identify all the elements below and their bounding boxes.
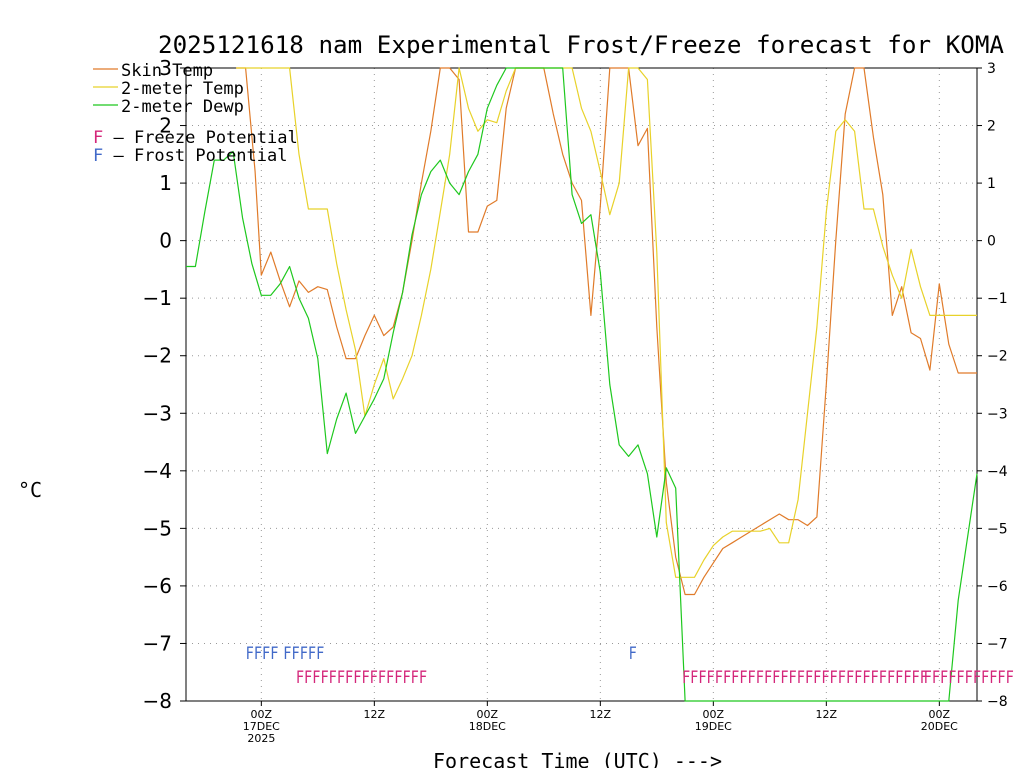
y-tick-label-right: 3 bbox=[987, 61, 996, 77]
y-tick-label-right: −5 bbox=[987, 521, 1008, 537]
y-axis-right: 3 2 1 0 −1 −2 −3 −4 −5 −6 −7 −8 bbox=[987, 61, 1008, 710]
series-2-meter-dewp bbox=[186, 67, 978, 702]
x-tick-label: 00Z bbox=[703, 708, 725, 721]
legend-label: 2-meter Temp bbox=[121, 79, 244, 99]
frost-marker: F bbox=[629, 644, 637, 664]
x-axis-label: Forecast Time (UTC) ---> bbox=[433, 749, 722, 768]
y-tick-label-left: −7 bbox=[143, 631, 172, 655]
axis-ticks bbox=[180, 67, 982, 706]
x-tick-label: 2025 bbox=[247, 732, 275, 745]
y-tick-label-right: 1 bbox=[987, 176, 996, 192]
y-tick-label-left: 2 bbox=[159, 114, 172, 138]
x-tick-label: 00Z bbox=[929, 708, 951, 721]
legend-potential-label: F – Freeze Potential bbox=[93, 128, 298, 148]
x-tick-label: 12Z bbox=[364, 708, 386, 721]
y-tick-label-left: −2 bbox=[143, 344, 172, 368]
y-tick-label-right: 2 bbox=[987, 119, 996, 135]
frost-marker: FFFFF bbox=[283, 644, 324, 664]
y-tick-label-left: 1 bbox=[159, 171, 172, 195]
y-tick-label-right: −4 bbox=[987, 464, 1008, 480]
series-lines bbox=[186, 67, 978, 702]
y-tick-label-right: −1 bbox=[987, 291, 1008, 307]
y-tick-label-right: 0 bbox=[987, 234, 996, 250]
y-axis-left: 3 2 1 0 −1 −2 −3 −4 −5 −6 −7 −8 bbox=[143, 56, 172, 713]
chart-title: 2025121618 nam Experimental Frost/Freeze… bbox=[158, 31, 1005, 59]
y-tick-label-right: −2 bbox=[987, 349, 1008, 365]
y-tick-label-right: −3 bbox=[987, 406, 1008, 422]
x-tick-label: 19DEC bbox=[695, 720, 732, 733]
y-tick-label-right: −7 bbox=[987, 636, 1008, 652]
y-tick-label-left: 3 bbox=[159, 56, 172, 80]
y-tick-label-left: 0 bbox=[159, 229, 172, 253]
y-tick-label-right: −8 bbox=[987, 694, 1008, 710]
x-tick-label: 00Z bbox=[477, 708, 499, 721]
freeze-marker: FFFFFFFFFFFFFFFFFFFFFFFFFFFFFF bbox=[682, 668, 928, 688]
y-tick-label-left: −8 bbox=[143, 689, 172, 713]
y-tick-label-right: −6 bbox=[987, 579, 1008, 595]
plot-frame bbox=[185, 67, 978, 702]
x-tick-label: 18DEC bbox=[469, 720, 506, 733]
y-tick-label-left: −1 bbox=[143, 286, 172, 310]
legend-label: 2-meter Dewp bbox=[121, 97, 244, 117]
y-axis-label: °C bbox=[18, 478, 42, 502]
y-tick-label-left: −5 bbox=[143, 516, 172, 540]
legend-label: Skin Temp bbox=[121, 61, 213, 81]
frost-marker: FFFF bbox=[246, 644, 279, 664]
x-tick-label: 20DEC bbox=[921, 720, 958, 733]
series-skin-temp bbox=[236, 67, 977, 596]
series-2-meter-temp bbox=[236, 67, 977, 578]
y-tick-label-left: −3 bbox=[143, 401, 172, 425]
x-tick-label: 00Z bbox=[251, 708, 273, 721]
freeze-marker: FFFFFFFFFFF bbox=[924, 668, 1014, 688]
potential-markers: FFFF FFFFF FFFFFFFFFFFFFFFFF FFFFFFFFFFFFFF… bbox=[246, 644, 1014, 688]
freeze-marker: FFFFFFFFFFFFFFFF bbox=[296, 668, 427, 688]
x-tick-label: 17DEC bbox=[243, 720, 280, 733]
legend-potential-label: F – Frost Potential bbox=[93, 146, 287, 166]
y-tick-label-left: −4 bbox=[143, 459, 172, 483]
x-tick-label: 12Z bbox=[590, 708, 612, 721]
y-tick-label-left: −6 bbox=[143, 574, 172, 598]
x-tick-label: 12Z bbox=[816, 708, 838, 721]
